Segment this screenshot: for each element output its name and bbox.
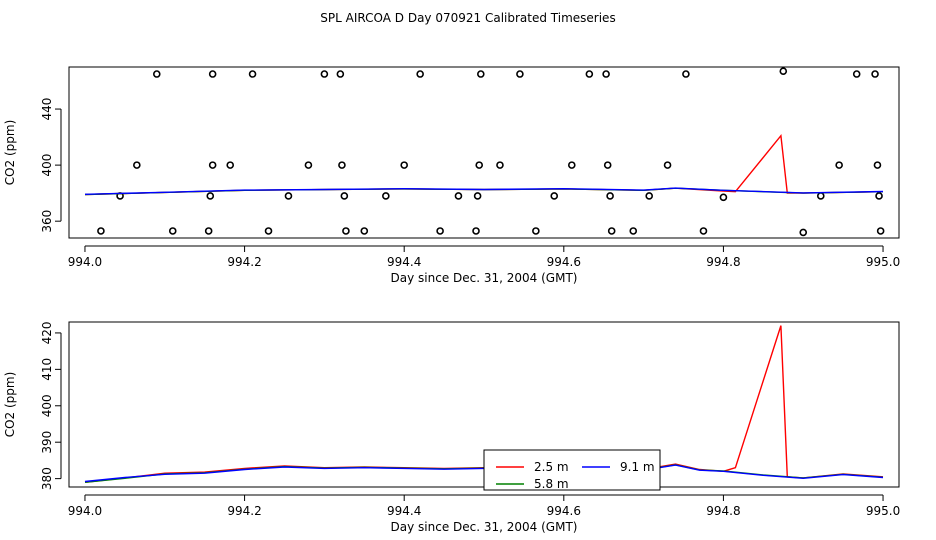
scatter-point — [338, 161, 346, 169]
scatter-point — [779, 67, 788, 76]
y-tick-label: 400 — [40, 154, 54, 177]
scatter-point — [340, 192, 349, 200]
figure-title: SPL AIRCOA D Day 070921 Calibrated Times… — [320, 11, 615, 25]
scatter-point — [248, 70, 257, 78]
scatter-point — [204, 227, 213, 235]
bottom-x-axis-label: Day since Dec. 31, 2004 (GMT) — [391, 520, 578, 534]
scatter-point — [472, 227, 480, 235]
top-x-axis-label: Day since Dec. 31, 2004 (GMT) — [391, 271, 578, 285]
scatter-point — [719, 193, 728, 202]
scatter-point — [320, 70, 329, 78]
scatter-point — [629, 227, 638, 235]
scatter-point — [607, 227, 616, 235]
x-tick-label: 994.0 — [68, 255, 102, 269]
x-tick-label: 994.4 — [387, 504, 421, 518]
scatter-point — [799, 228, 808, 237]
scatter-point — [835, 161, 843, 169]
scatter-point — [682, 70, 690, 78]
scatter-point — [516, 70, 524, 78]
scatter-point — [304, 161, 313, 169]
scatter-point — [567, 161, 576, 169]
scatter-point — [97, 227, 105, 235]
scatter-point — [342, 227, 350, 235]
scatter-point — [532, 227, 540, 235]
series-line-9-1-m — [84, 187, 884, 195]
scatter-point — [152, 70, 161, 78]
scatter-point — [473, 192, 482, 200]
scatter-point — [416, 70, 424, 78]
scatter-point — [873, 161, 882, 169]
scatter-point — [645, 192, 654, 200]
scatter-point — [454, 192, 463, 200]
top-panel: 994.0 994.2 994.4 994.6 994.8 995.0360400440 … — [3, 66, 900, 285]
y-tick-label: 390 — [40, 431, 54, 454]
x-tick-label: 994.6 — [547, 255, 581, 269]
x-tick-label: 994.4 — [387, 255, 421, 269]
x-tick-label: 994.8 — [706, 255, 740, 269]
scatter-point — [208, 161, 217, 169]
scatter-point — [382, 192, 390, 200]
x-tick-label: 994.6 — [547, 504, 581, 518]
scatter-point — [475, 161, 484, 169]
legend-label: 9.1 m — [620, 460, 655, 474]
scatter-point — [336, 70, 345, 78]
scatter-point — [264, 227, 273, 235]
scatter-point — [603, 161, 612, 169]
scatter-point — [875, 192, 883, 200]
legend: 2.5 m 5.8 m 9.1 m — [483, 449, 661, 491]
scatter-point — [871, 70, 879, 78]
scatter-point — [284, 192, 293, 200]
y-tick-label: 360 — [40, 210, 54, 233]
scatter-point — [663, 161, 672, 169]
x-tick-label: 995.0 — [866, 504, 900, 518]
scatter-point — [496, 161, 504, 169]
x-tick-label: 994.8 — [706, 504, 740, 518]
y-tick-label: 410 — [40, 358, 54, 381]
y-tick-label: 420 — [40, 321, 54, 344]
x-tick-label: 994.2 — [227, 255, 261, 269]
legend-label: 2.5 m — [534, 460, 569, 474]
scatter-point — [436, 227, 444, 235]
bottom-y-axis-label: CO2 (ppm) — [3, 372, 17, 438]
scatter-point — [699, 227, 708, 235]
scatter-point — [208, 70, 217, 78]
scatter-point — [585, 70, 594, 78]
scatter-point — [550, 192, 559, 200]
scatter-point — [876, 227, 885, 235]
scatter-point — [400, 161, 408, 169]
top-y-axis-label: CO2 (ppm) — [3, 120, 17, 186]
x-tick-label: 994.2 — [227, 504, 261, 518]
y-tick-label: 380 — [40, 467, 54, 490]
scatter-point — [226, 161, 235, 169]
scatter-point — [477, 70, 485, 78]
scatter-point — [133, 161, 141, 169]
y-tick-label: 400 — [40, 394, 54, 417]
legend-label: 5.8 m — [534, 477, 569, 491]
x-tick-label: 995.0 — [866, 255, 900, 269]
x-tick-label: 994.0 — [68, 504, 102, 518]
scatter-point — [360, 227, 369, 235]
scatter-point — [168, 227, 177, 235]
plot-frame — [68, 66, 900, 239]
bottom-panel: 994.0 994.2 994.4 994.6 994.8 995.0 380 390 400 4… — [3, 321, 900, 534]
scatter-point — [606, 192, 614, 200]
y-tick-label: 440 — [40, 98, 54, 121]
scatter-point — [602, 70, 610, 78]
scatter-point — [206, 192, 215, 200]
scatter-point — [852, 70, 861, 78]
